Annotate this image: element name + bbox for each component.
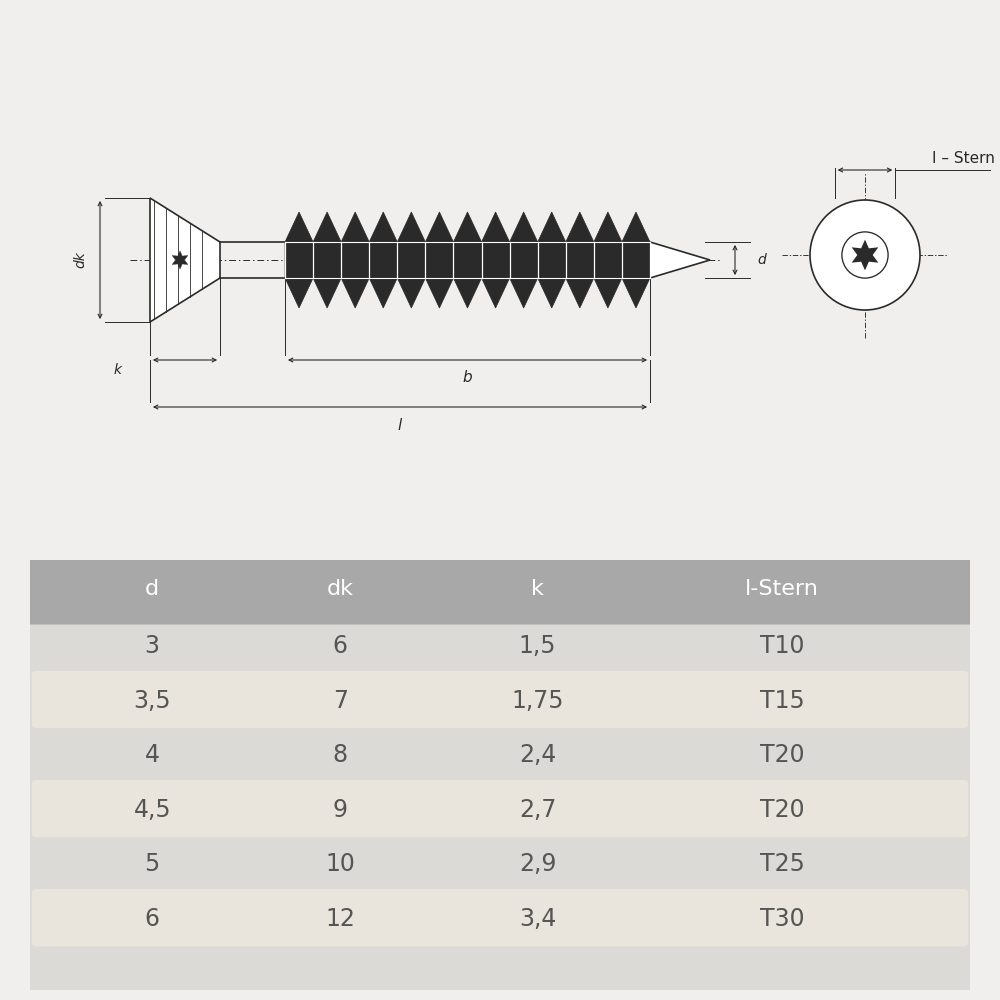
- Circle shape: [842, 232, 888, 278]
- Text: l-Stern: l-Stern: [745, 579, 819, 599]
- Text: 6: 6: [145, 907, 160, 931]
- Polygon shape: [150, 198, 220, 322]
- Polygon shape: [852, 240, 878, 270]
- Text: k: k: [114, 363, 122, 377]
- Text: T20: T20: [760, 743, 804, 767]
- Text: dk: dk: [73, 252, 87, 268]
- Text: 3,4: 3,4: [519, 907, 556, 931]
- Text: b: b: [463, 370, 472, 385]
- Text: T15: T15: [760, 689, 804, 713]
- Text: 9: 9: [333, 798, 348, 822]
- Polygon shape: [650, 242, 710, 278]
- Text: l: l: [398, 418, 402, 432]
- FancyBboxPatch shape: [32, 889, 968, 946]
- FancyBboxPatch shape: [32, 671, 968, 728]
- FancyBboxPatch shape: [21, 553, 979, 624]
- Text: d: d: [145, 579, 159, 599]
- Text: 3: 3: [145, 634, 160, 658]
- Text: 1,75: 1,75: [511, 689, 564, 713]
- Text: T10: T10: [760, 634, 804, 658]
- Text: 10: 10: [325, 852, 355, 876]
- Text: d: d: [757, 253, 766, 267]
- Polygon shape: [172, 251, 188, 269]
- Text: 1,5: 1,5: [519, 634, 556, 658]
- Text: 7: 7: [333, 689, 348, 713]
- Text: T25: T25: [760, 852, 804, 876]
- Circle shape: [810, 200, 920, 310]
- Text: 4: 4: [145, 743, 160, 767]
- Text: 4,5: 4,5: [133, 798, 171, 822]
- FancyBboxPatch shape: [32, 780, 968, 837]
- Polygon shape: [285, 212, 650, 308]
- Text: I – Stern: I – Stern: [932, 151, 995, 166]
- Text: 2,7: 2,7: [519, 798, 556, 822]
- Text: dk: dk: [327, 579, 354, 599]
- FancyBboxPatch shape: [11, 549, 989, 1000]
- Text: 12: 12: [325, 907, 355, 931]
- Text: 5: 5: [145, 852, 160, 876]
- Text: 2,9: 2,9: [519, 852, 556, 876]
- Text: 2,4: 2,4: [519, 743, 556, 767]
- Text: k: k: [531, 579, 544, 599]
- Text: T20: T20: [760, 798, 804, 822]
- Text: T30: T30: [760, 907, 804, 931]
- Text: 3,5: 3,5: [133, 689, 171, 713]
- Text: 8: 8: [333, 743, 348, 767]
- Text: 6: 6: [333, 634, 348, 658]
